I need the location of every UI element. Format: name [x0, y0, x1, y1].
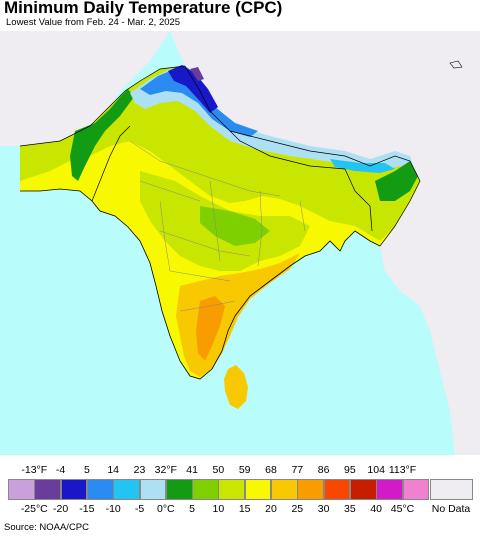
legend-celsius-label: 10 — [212, 503, 225, 515]
legend-fahrenheit-label: 86 — [317, 464, 330, 476]
legend-celsius-label: 0°C — [156, 503, 175, 515]
legend-celsius-label: 25 — [291, 503, 304, 515]
legend-celsius-label: 40 — [370, 503, 383, 515]
sri-lanka — [224, 365, 248, 409]
legend-swatch — [323, 479, 351, 500]
state-boundaries — [129, 140, 306, 312]
legend-fahrenheit-label: 23 — [133, 464, 146, 476]
outside-region-east — [380, 201, 480, 455]
zone-5c-west — [70, 89, 134, 181]
zone-10c-central — [200, 206, 270, 246]
legend-celsius-label: -5 — [134, 503, 145, 515]
legend-no-data-swatch — [430, 479, 473, 500]
legend-swatch — [60, 479, 88, 500]
legend-no-data-label: No Data — [431, 503, 471, 515]
legend-fahrenheit-label: 32°F — [154, 464, 177, 476]
legend-celsius-label: 15 — [238, 503, 251, 515]
legend-fahrenheit-label: 41 — [186, 464, 198, 476]
legend-fahrenheit-label: -4 — [55, 464, 66, 476]
outside-region-north — [170, 31, 480, 296]
legend-swatch — [192, 479, 219, 500]
legend-swatch — [34, 479, 62, 500]
legend-fahrenheit-label: 95 — [344, 464, 356, 476]
island-marker — [449, 60, 463, 69]
legend-celsius-label: 35 — [344, 503, 356, 515]
legend-swatch — [8, 479, 35, 500]
zone-minus10c-himalaya — [140, 69, 258, 137]
temperature-map — [0, 31, 480, 455]
legend-swatch — [297, 479, 325, 500]
legend-fahrenheit-label: 77 — [291, 464, 304, 476]
legend-celsius-label: -20 — [53, 503, 69, 515]
legend-celsius-label: 45°C — [390, 503, 415, 515]
legend-fahrenheit-label: 68 — [265, 464, 277, 476]
legend-fahrenheit-label: -13°F — [21, 464, 48, 476]
legend-fahrenheit-label: 50 — [212, 464, 225, 476]
coastline — [20, 188, 381, 380]
legend-fahrenheit-label: 104 — [367, 464, 385, 476]
legend-swatch — [113, 479, 140, 500]
legend-swatch — [376, 479, 403, 500]
legend-celsius-label: 30 — [317, 503, 330, 515]
zone-minus5c-east — [330, 159, 395, 173]
legend-swatch — [349, 479, 377, 500]
border-lines — [19, 65, 421, 247]
outside-region-west — [0, 31, 170, 146]
legend-swatch — [165, 479, 193, 500]
page-title: Minimum Daily Temperature (CPC) — [4, 0, 283, 17]
map-graphic — [0, 31, 480, 455]
zone-5c-northeast — [375, 161, 418, 201]
legend-fahrenheit-label: 14 — [107, 464, 120, 476]
legend-swatch — [139, 479, 167, 500]
source-credit: Source: NOAA/CPC — [4, 522, 89, 533]
color-legend: -13°F -4 5 14 23 32°F 41 50 59 68 77 86 95 104 113°F -… — [0, 455, 480, 523]
page-subtitle: Lowest Value from Feb. 24 - Mar. 2, 2025 — [6, 17, 181, 28]
legend-swatch — [271, 479, 298, 500]
legend-swatch — [402, 479, 430, 500]
legend-fahrenheit-label: 59 — [238, 464, 251, 476]
legend-swatch — [218, 479, 246, 500]
zone-minus20c-himalaya — [168, 65, 218, 113]
legend-celsius-label: 20 — [265, 503, 277, 515]
legend-swatch — [86, 479, 114, 500]
zone-minus25c-peak — [190, 67, 204, 81]
legend-fahrenheit-label: 5 — [83, 464, 90, 476]
legend-celsius-label: 5 — [189, 503, 196, 515]
legend-fahrenheit-label: 113°F — [388, 464, 417, 476]
legend-celsius-label: -10 — [105, 503, 121, 515]
legend-celsius-label: -25°C — [20, 503, 48, 515]
legend-celsius-label: -15 — [79, 503, 95, 515]
legend-swatch — [244, 479, 272, 500]
zone-30c-south — [196, 296, 225, 361]
